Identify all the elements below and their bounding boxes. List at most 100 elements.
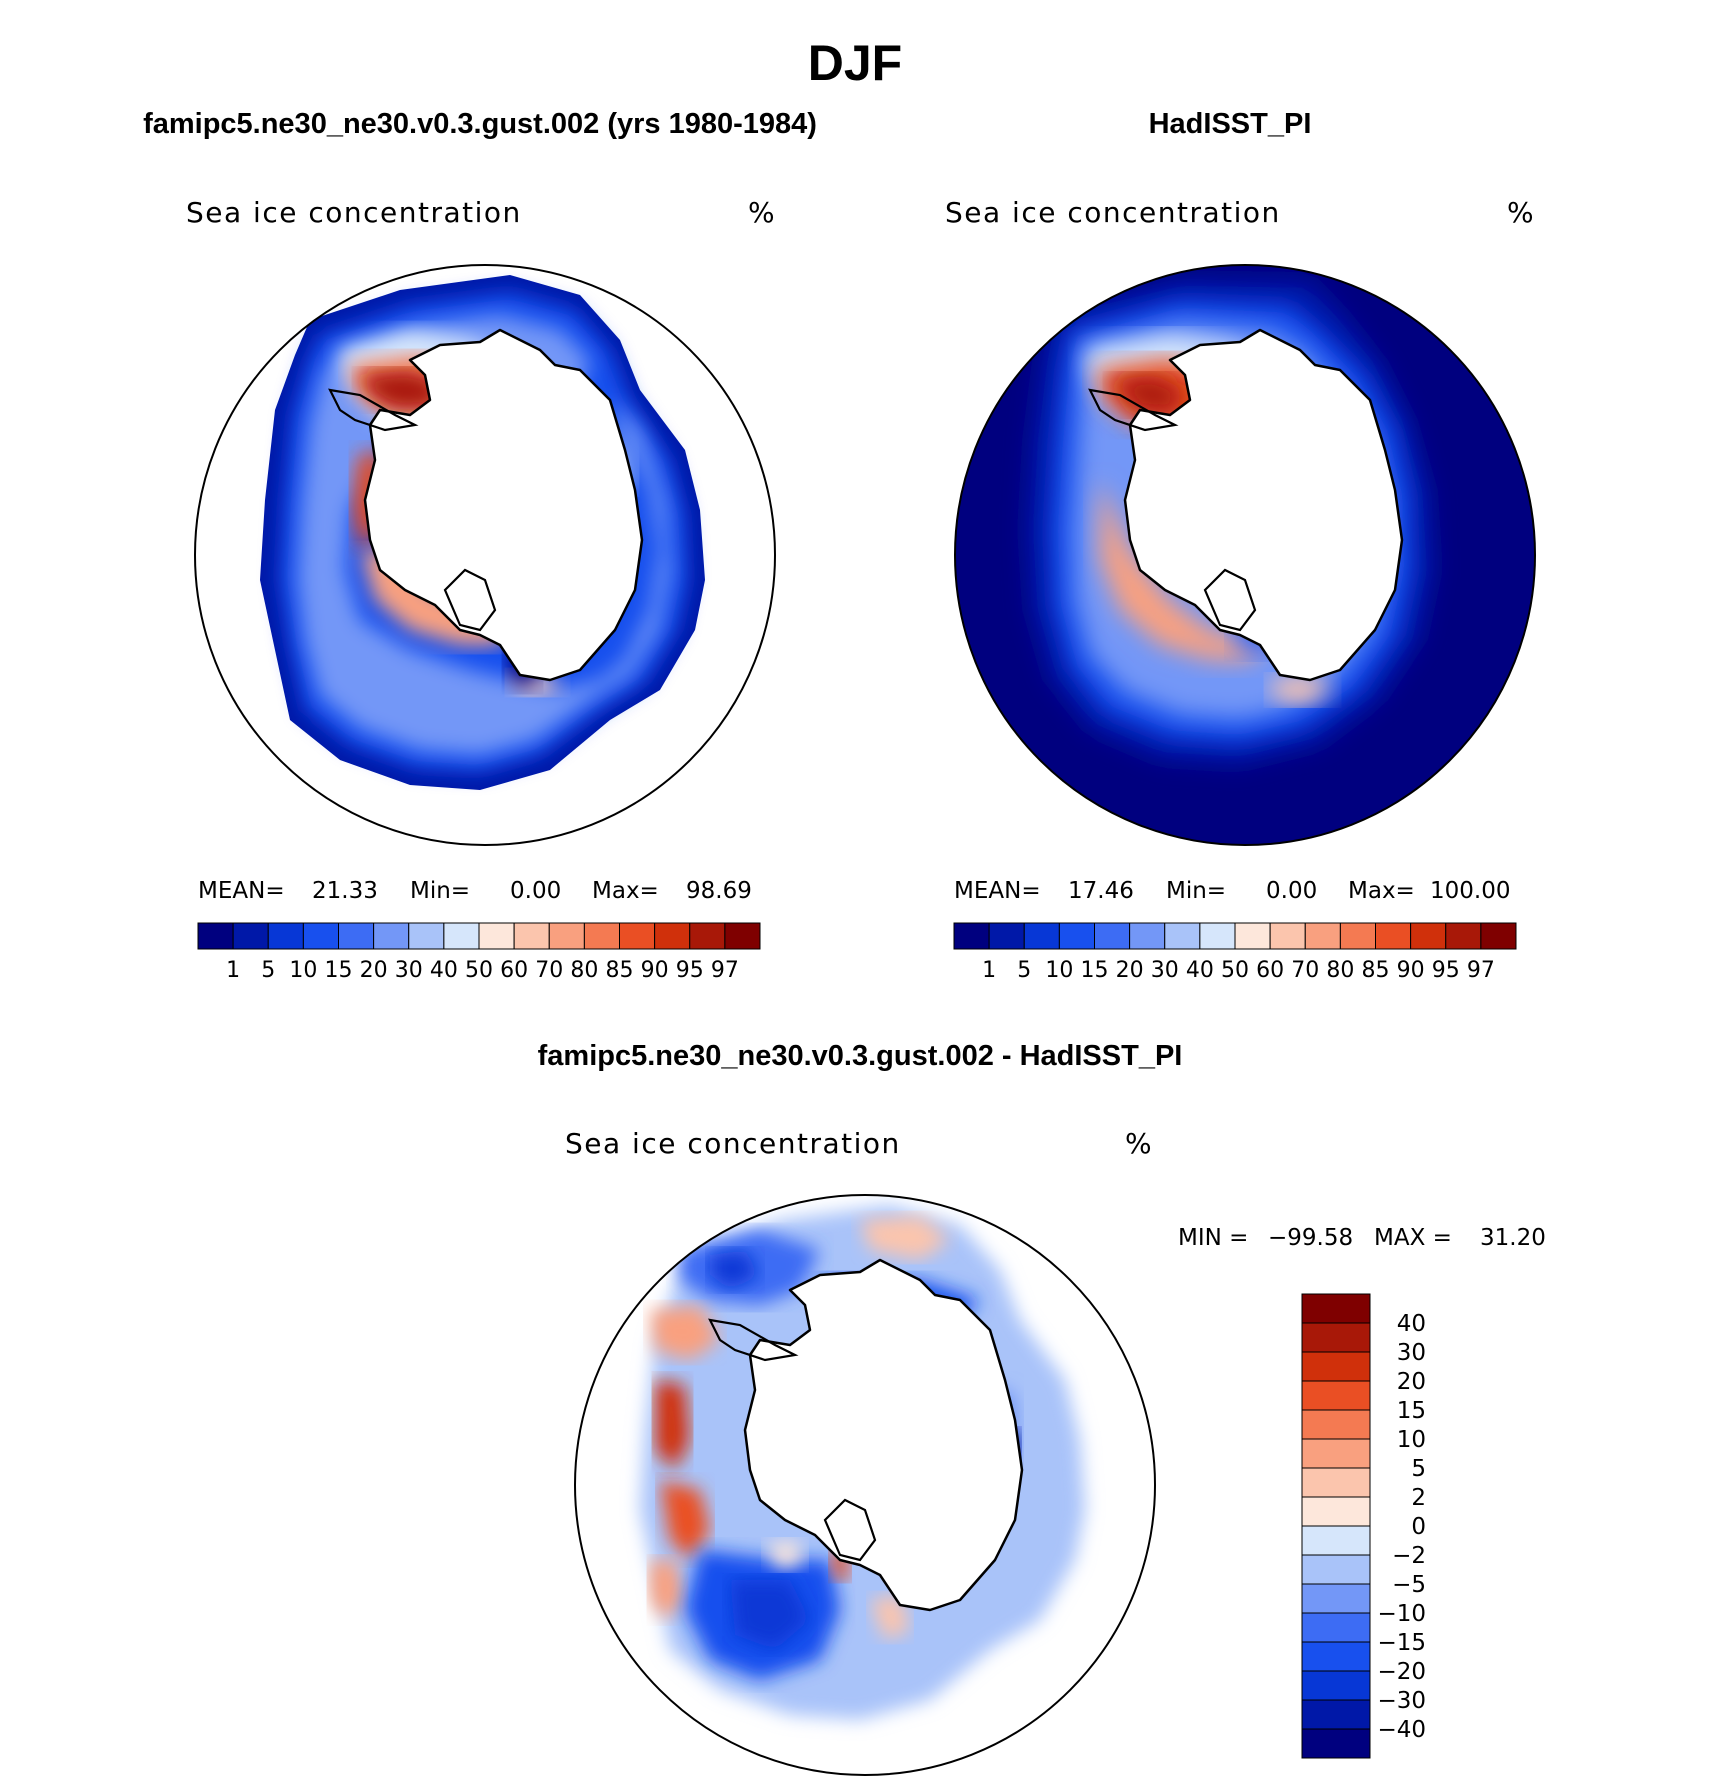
- diff-max-value: 31.20: [1480, 1225, 1546, 1251]
- left-colorbar-swatch: [267, 922, 304, 950]
- right-colorbar-tick-label: 97: [1467, 958, 1495, 983]
- right-colorbar: 1 5 10 15 20 30 40 50 60 70 80 85 90 95 97: [953, 922, 1517, 983]
- right-colorbar-tick-label: 80: [1326, 958, 1354, 983]
- left-colorbar-tick-label: 20: [360, 958, 388, 983]
- diff-map: [574, 1194, 1156, 1776]
- right-peninsula-outline: [1088, 388, 1179, 432]
- right-colorbar-swatch: [1234, 922, 1271, 950]
- left-colorbar-swatch: [478, 922, 515, 950]
- diff-colorbar-swatch: [1301, 1438, 1371, 1469]
- left-colorbar-tick-label: 15: [325, 958, 353, 983]
- right-colorbar-tick-label: 70: [1291, 958, 1319, 983]
- right-colorbar-swatch: [1023, 922, 1060, 950]
- left-colorbar-tick-label: 85: [606, 958, 634, 983]
- right-map: [954, 264, 1536, 846]
- diff-colorbar-swatch: [1301, 1641, 1371, 1672]
- right-colorbar-swatch: [1058, 922, 1095, 950]
- right-colorbar-tick-label: 30: [1151, 958, 1179, 983]
- right-colorbar-tick-label: 10: [1045, 958, 1073, 983]
- diff-colorbar-swatch: [1301, 1554, 1371, 1585]
- left-map: [194, 264, 776, 846]
- left-peninsula-outline: [328, 388, 419, 432]
- right-colorbar-swatch: [1269, 922, 1306, 950]
- right-panel-title: HadISST_PI: [1148, 108, 1312, 140]
- left-colorbar-swatch: [619, 922, 656, 950]
- diff-colorbar-swatch: [1301, 1525, 1371, 1556]
- diff-colorbar-swatch: [1301, 1467, 1371, 1498]
- diff-colorbar-tick-label: 15: [1397, 1398, 1426, 1424]
- left-colorbar-swatch: [197, 922, 234, 950]
- diff-colorbar-swatch: [1301, 1409, 1371, 1440]
- right-colorbar-tick-label: 40: [1186, 958, 1214, 983]
- left-units-label: %: [748, 196, 777, 229]
- diff-colorbar-tick-label: −2: [1392, 1543, 1426, 1569]
- right-colorbar-swatch: [1445, 922, 1482, 950]
- left-panel-title: famipc5.ne30_ne30.v0.3.gust.002 (yrs 198…: [143, 108, 817, 140]
- diff-ross-ice-shelf: [823, 1498, 877, 1562]
- right-colorbar-swatch: [1375, 922, 1412, 950]
- diff-min-value: −99.58: [1268, 1225, 1354, 1251]
- right-max-label: Max=: [1348, 878, 1415, 904]
- diff-colorbar-tick-label: −15: [1377, 1630, 1426, 1656]
- diff-colorbar-swatch: [1301, 1583, 1371, 1614]
- right-colorbar-tick-label: 90: [1397, 958, 1425, 983]
- diff-colorbar-swatch: [1301, 1380, 1371, 1411]
- diff-colorbar-tick-label: −40: [1377, 1717, 1426, 1743]
- diff-colorbar-swatch: [1301, 1351, 1371, 1382]
- left-colorbar-swatch: [302, 922, 339, 950]
- right-colorbar-swatch: [1339, 922, 1376, 950]
- right-colorbar-swatch: [1164, 922, 1201, 950]
- diff-colorbar-tick-label: 0: [1411, 1514, 1426, 1540]
- diff-peninsula-outline: [708, 1318, 799, 1362]
- diff-colorbar-tick-label: −20: [1377, 1659, 1426, 1685]
- right-colorbar-swatch: [953, 922, 990, 950]
- left-colorbar-swatch: [408, 922, 445, 950]
- right-colorbar-swatch: [1199, 922, 1236, 950]
- left-colorbar-tick-label: 70: [535, 958, 563, 983]
- left-mean-label: MEAN=: [198, 878, 285, 904]
- diff-colorbar-swatch: [1301, 1293, 1371, 1324]
- right-ross-ice-shelf: [1203, 568, 1257, 632]
- left-ross-ice-shelf: [443, 568, 497, 632]
- diff-colorbar-tick-label: 10: [1397, 1427, 1426, 1453]
- diff-colorbar-tick-label: −5: [1392, 1572, 1426, 1598]
- diff-colorbar-swatch: [1301, 1699, 1371, 1730]
- left-colorbar-tick-label: 97: [711, 958, 739, 983]
- left-colorbar-tick-label: 90: [641, 958, 669, 983]
- left-colorbar-swatch: [443, 922, 480, 950]
- left-colorbar-swatch: [338, 922, 375, 950]
- diff-colorbar-swatch: [1301, 1670, 1371, 1701]
- right-colorbar-tick-label: 15: [1081, 958, 1109, 983]
- right-colorbar-swatch: [1480, 922, 1517, 950]
- diff-colorbar-tick-label: 30: [1397, 1340, 1426, 1366]
- right-colorbar-tick-label: 50: [1221, 958, 1249, 983]
- right-colorbar-swatch: [1304, 922, 1341, 950]
- left-min-value: 0.00: [510, 878, 562, 904]
- diff-colorbar-tick-label: −30: [1377, 1688, 1426, 1714]
- diff-colorbar-swatch: [1301, 1322, 1371, 1353]
- right-colorbar-swatch: [1129, 922, 1166, 950]
- right-colorbar-swatch: [1094, 922, 1131, 950]
- diff-units-label: %: [1125, 1127, 1154, 1160]
- right-min-label: Min=: [1166, 878, 1227, 904]
- diff-colorbar-swatch: [1301, 1728, 1371, 1759]
- right-min-value: 0.00: [1266, 878, 1318, 904]
- left-colorbar-swatch: [373, 922, 410, 950]
- diff-max-label: MAX =: [1374, 1225, 1452, 1251]
- right-colorbar-tick-label: 95: [1432, 958, 1460, 983]
- left-min-label: Min=: [410, 878, 471, 904]
- left-colorbar-swatch: [654, 922, 691, 950]
- left-colorbar-tick-label: 30: [395, 958, 423, 983]
- right-units-label: %: [1507, 196, 1536, 229]
- right-max-value: 100.00: [1430, 878, 1511, 904]
- diff-colorbar-tick-label: 40: [1397, 1311, 1426, 1337]
- left-colorbar-swatch: [724, 922, 761, 950]
- right-mean-value: 17.46: [1068, 878, 1134, 904]
- left-colorbar-tick-label: 40: [430, 958, 458, 983]
- left-max-value: 98.69: [686, 878, 752, 904]
- diff-min-label: MIN =: [1178, 1225, 1249, 1251]
- right-colorbar-swatch: [1410, 922, 1447, 950]
- right-colorbar-tick-label: 5: [1017, 958, 1031, 983]
- right-colorbar-tick-label: 60: [1256, 958, 1284, 983]
- diff-variable-label: Sea ice concentration: [565, 1127, 901, 1160]
